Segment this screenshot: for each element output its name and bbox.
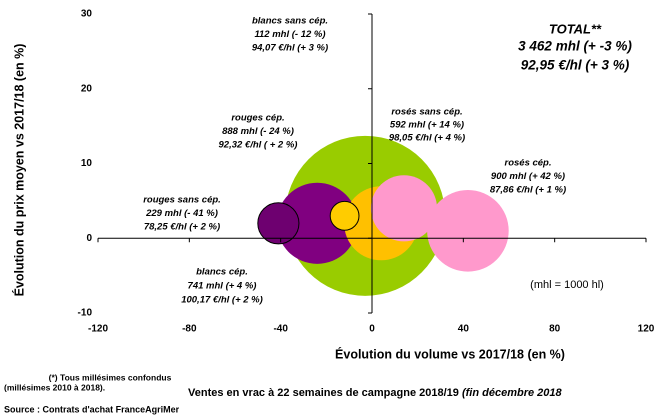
caption-text: Ventes en vrac à 22 semaines de campagne… bbox=[188, 387, 459, 399]
bubble bbox=[329, 200, 360, 231]
bubbles bbox=[257, 135, 509, 296]
x-tick-label: 40 bbox=[458, 324, 470, 335]
y-tick-label: -10 bbox=[78, 308, 93, 319]
y-tick-label: 0 bbox=[86, 233, 92, 244]
bubble bbox=[370, 175, 438, 242]
series-name: rouges cép. bbox=[231, 113, 284, 124]
bubble bbox=[427, 189, 509, 272]
y-tick-label: 20 bbox=[81, 83, 93, 94]
series-name: rosés sans cép. bbox=[391, 107, 462, 118]
y-tick-label: 30 bbox=[81, 9, 93, 20]
bubble-label: 98,05 €/hl (+ 4 %) bbox=[389, 133, 465, 144]
x-tick-label: 0 bbox=[369, 324, 375, 335]
x-tick-label: -120 bbox=[88, 324, 108, 335]
bubble-label: 94,07 €/hl (+ 3 %) bbox=[252, 43, 328, 54]
series-name: TOTAL** bbox=[549, 21, 602, 36]
bubble-label: 888 mhl (- 24 %) bbox=[222, 126, 294, 137]
bubble-label: 229 mhl (- 41 %) bbox=[145, 208, 218, 219]
series-name: blancs sans cép. bbox=[252, 16, 328, 27]
bubble-label: 78,25 €/hl (+ 2 %) bbox=[144, 222, 220, 233]
bubble-label: 592 mhl (+ 14 %) bbox=[390, 120, 464, 131]
bubble-label: 900 mhl (+ 42 %) bbox=[491, 171, 565, 182]
series-name: rouges sans cép. bbox=[143, 195, 221, 206]
bubble-label: 92,32 €/hl ( + 2 %) bbox=[219, 140, 298, 151]
y-axis-title: Évolution du prix moyen vs 2017/18 (en %… bbox=[11, 44, 26, 297]
bubble-label: 87,86 €/hl (+ 1 %) bbox=[490, 185, 566, 196]
bubble-label: 741 mhl (+ 4 %) bbox=[188, 281, 257, 292]
x-tick-label: -40 bbox=[273, 324, 288, 335]
caption: Ventes en vrac à 22 semaines de campagne… bbox=[188, 387, 563, 399]
bubble-label: 112 mhl (- 12 %) bbox=[254, 29, 325, 40]
x-tick-label: 80 bbox=[549, 324, 561, 335]
x-tick-label: 120 bbox=[638, 324, 655, 335]
x-axis-title: Évolution du volume vs 2017/18 (en %) bbox=[335, 346, 565, 361]
series-name: rosés cép. bbox=[505, 158, 552, 169]
source: Source : Contrats d'achat FranceAgriMer bbox=[4, 404, 180, 414]
y-tick-label: 10 bbox=[81, 158, 93, 169]
bubble bbox=[257, 202, 300, 245]
bubble-label: 3 462 mhl (+ -3 %) bbox=[518, 39, 632, 54]
bubble-label: 100,17 €/hl (+ 2 %) bbox=[181, 295, 263, 306]
footnote: (millésimes 2010 à 2018). bbox=[4, 382, 105, 392]
caption-italic: (fin décembre 2018 bbox=[462, 387, 563, 399]
bubble-label: 92,95 €/hl (+ 3 %) bbox=[521, 58, 630, 73]
series-name: blancs cép. bbox=[196, 267, 248, 278]
x-tick-label: -80 bbox=[182, 324, 197, 335]
note: (mhl = 1000 hl) bbox=[530, 279, 604, 291]
footnote: (*) Tous millésimes confondus bbox=[49, 372, 172, 382]
